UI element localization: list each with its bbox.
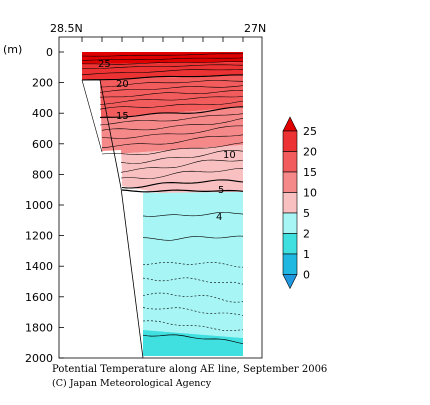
colorbar-segment <box>282 192 298 214</box>
chart-credit: (C) Japan Meteorological Agency <box>52 378 212 389</box>
contour-line <box>81 57 244 61</box>
seafloor-outline-2 <box>81 79 103 153</box>
top-ticks <box>81 37 244 42</box>
contour-label: 4 <box>216 212 222 223</box>
colorbar-bottom-arrow <box>282 274 298 290</box>
contour-label: 15 <box>116 111 129 122</box>
contour-line <box>99 106 244 118</box>
contour-line <box>99 85 244 93</box>
contour-line <box>101 125 243 139</box>
colorbar-segment <box>282 130 298 152</box>
contour-line <box>101 134 244 148</box>
contour-line <box>101 118 244 131</box>
contour-line <box>142 235 244 241</box>
contour-line <box>99 100 244 110</box>
band-15to20 <box>82 75 243 119</box>
contour-labels: 25 20 15 10 5 4 <box>98 59 236 223</box>
y-tick-label: 1200 <box>25 230 53 243</box>
colorbar-label: 10 <box>303 187 317 200</box>
colorbar-label: 15 <box>303 166 317 179</box>
contour-line <box>81 74 243 81</box>
y-tick-label: 400 <box>32 107 53 120</box>
band-20to25 <box>82 62 243 80</box>
y-tick-label: 1400 <box>25 260 53 273</box>
colorbar-segment <box>282 233 298 255</box>
y-tick-label: 800 <box>32 168 53 181</box>
colorbar-segment <box>282 151 298 173</box>
band-above25 <box>82 52 243 64</box>
contour-line <box>142 292 244 303</box>
contour-label: 5 <box>218 185 224 196</box>
y-axis-label: (m) <box>3 43 22 56</box>
y-tick-label: 0 <box>46 46 53 59</box>
colorbar-segment <box>282 171 298 193</box>
bottom-topography <box>82 80 143 358</box>
contour-line <box>99 113 244 126</box>
land-mask <box>82 80 143 358</box>
contour-line <box>120 159 244 173</box>
contour-lines <box>81 53 244 345</box>
temperature-bands <box>82 52 243 356</box>
chart-caption: Potential Temperature along AE line, Sep… <box>52 364 327 375</box>
colorbar-label: 1 <box>303 248 310 261</box>
colorbar-segment <box>282 212 298 234</box>
plot-frame <box>58 36 263 359</box>
contour-line <box>81 64 244 69</box>
colorbar-label: 2 <box>303 228 310 241</box>
contour-label: 20 <box>116 79 129 90</box>
contour-line <box>82 61 244 65</box>
y-tick-label: 1000 <box>25 199 53 212</box>
contour-line <box>120 168 244 179</box>
y-tick-label: 2000 <box>25 352 53 365</box>
band-1to2 <box>143 330 243 356</box>
contour-line <box>142 262 244 268</box>
band-10to15 <box>100 107 243 155</box>
contour-line <box>142 277 244 285</box>
colorbar-segment <box>282 253 298 275</box>
colorbar-label: 0 <box>303 269 310 282</box>
contour-line <box>142 212 244 217</box>
y-tick-label: 200 <box>32 77 53 90</box>
contour-line <box>142 334 244 345</box>
contour-line <box>120 150 244 164</box>
contour-line <box>101 142 244 155</box>
colorbar-top-arrow <box>282 116 298 132</box>
x-tick-label-27n: 27N <box>244 22 266 35</box>
seafloor-outline <box>82 79 144 359</box>
contour-line <box>99 80 244 88</box>
y-tick-label: 1800 <box>25 321 53 334</box>
band-2to5 <box>143 192 243 338</box>
contour-line <box>121 179 244 189</box>
contour-line <box>81 53 244 57</box>
colorbar-label: 20 <box>303 146 317 159</box>
colorbar-label: 5 <box>303 207 310 220</box>
contour-line <box>99 90 244 98</box>
y-tick-label: 600 <box>32 138 53 151</box>
contour-label: 10 <box>223 150 236 161</box>
x-tick-label-28-5n: 28.5N <box>50 22 83 35</box>
contour-line <box>142 320 244 332</box>
y-axis-ticks: 0 200 400 600 800 1000 1200 1400 1600 1800 2000 <box>25 46 64 365</box>
contour-line <box>81 68 244 76</box>
colorbar-label: 25 <box>303 125 317 138</box>
contour-label: 25 <box>98 59 111 70</box>
contour-line <box>121 189 244 193</box>
contour-line <box>142 307 244 316</box>
contour-line <box>99 96 244 105</box>
y-tick-label: 1600 <box>25 291 53 304</box>
